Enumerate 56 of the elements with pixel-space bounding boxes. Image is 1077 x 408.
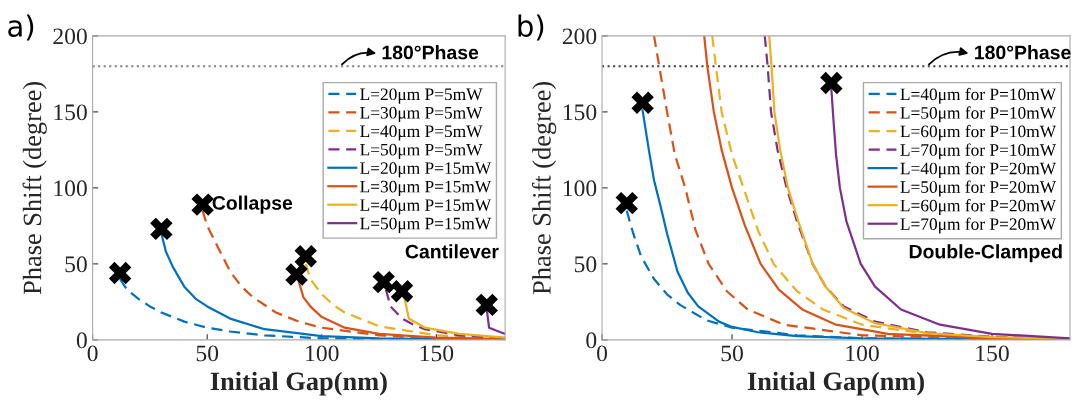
point (390, 280, 414, 303)
legend-label: L=50μm for P=20mW (900, 180, 1057, 197)
legend-label: L=70μm for P=20mW (900, 217, 1057, 234)
y-tick-label: 50 (65, 256, 87, 273)
legend-label: L=60μm for P=20mW (900, 199, 1057, 215)
y-tick-label: 150 (54, 104, 87, 121)
legend-label: L=40μm P=15mW (360, 199, 492, 215)
annotation: Double-Clamped (909, 244, 1062, 263)
x-axis-title: Initial Gap(nm) (747, 371, 924, 396)
legend-label: L=20μm P=5mW (360, 88, 483, 104)
point (615, 191, 638, 215)
point (820, 71, 843, 95)
point (475, 293, 498, 317)
legend-label: L=40μm P=5mW (360, 125, 483, 141)
point (285, 263, 308, 286)
x-tick-label: 50 (196, 345, 219, 362)
legend-label: L=50μm P=15mW (360, 217, 492, 233)
point (150, 217, 173, 241)
legend-label: L=30μm P=5mW (360, 106, 483, 123)
x-tick-label: 100 (306, 345, 339, 362)
legend-label: L=30μm P=15mW (360, 180, 492, 197)
y-tick-label: 100 (563, 180, 597, 197)
chart-title: b) (518, 14, 544, 41)
legend-label: L=20μm P=15mW (360, 162, 492, 178)
point (191, 193, 214, 216)
x-tick-label: 100 (846, 345, 879, 362)
x-axis-title: Initial Gap(nm) (210, 371, 387, 396)
x-tick-label: 150 (976, 345, 1009, 362)
x-tick-label: 150 (420, 345, 454, 362)
chart-title: a) (8, 14, 34, 41)
point (631, 91, 654, 114)
y-axis-title: Phase Shift (degree) (22, 82, 47, 295)
legend-label: L=60μm for P=10mW (900, 124, 1057, 141)
x-tick-label: 50 (721, 345, 743, 362)
y-tick-label: 0 (76, 332, 87, 349)
legend-label: L=70μm for P=10mW (900, 143, 1057, 160)
legend-label: L=50μm P=5mW (360, 143, 483, 160)
annotation: Cantilever (405, 244, 499, 259)
annotation: Collapse (212, 195, 293, 214)
annotation: 180°Phase (382, 45, 479, 60)
x-tick-label: 0 (597, 345, 608, 362)
legend-label: L=40μm for P=20mW (900, 161, 1057, 178)
y-tick-label: 100 (54, 180, 87, 197)
y-tick-label: 200 (562, 28, 597, 45)
x-tick-label: 0 (87, 345, 98, 362)
y-tick-label: 200 (53, 28, 87, 45)
y-tick-label: 50 (574, 256, 597, 273)
y-axis-title: Phase Shift (degree) (531, 82, 557, 295)
legend-label: L=40μm for P=10mW (900, 87, 1057, 104)
y-tick-label: 150 (563, 104, 597, 121)
point (108, 261, 132, 285)
point (294, 245, 317, 268)
point (372, 270, 395, 294)
y-tick-label: 0 (586, 332, 597, 349)
legend-label: L=50μm for P=10mW (900, 106, 1057, 123)
annotation: 180°Phase (975, 45, 1071, 60)
